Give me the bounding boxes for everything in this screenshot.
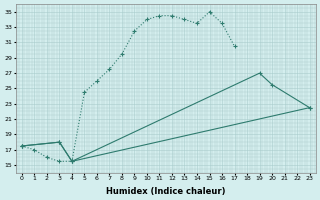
X-axis label: Humidex (Indice chaleur): Humidex (Indice chaleur) [106,187,226,196]
